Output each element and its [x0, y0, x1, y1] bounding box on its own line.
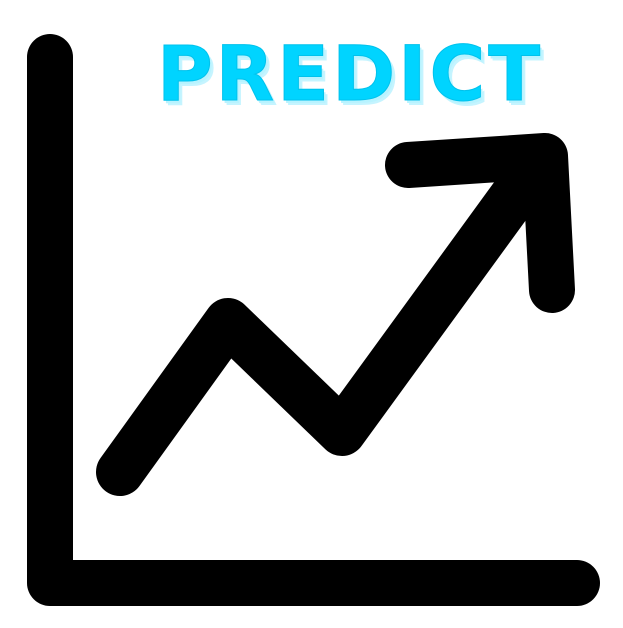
arrow-head-icon: [385, 133, 575, 313]
trend-line-icon: [96, 136, 564, 496]
title-text: PREDICT: [156, 29, 544, 119]
chart-axes-icon: [27, 34, 600, 606]
